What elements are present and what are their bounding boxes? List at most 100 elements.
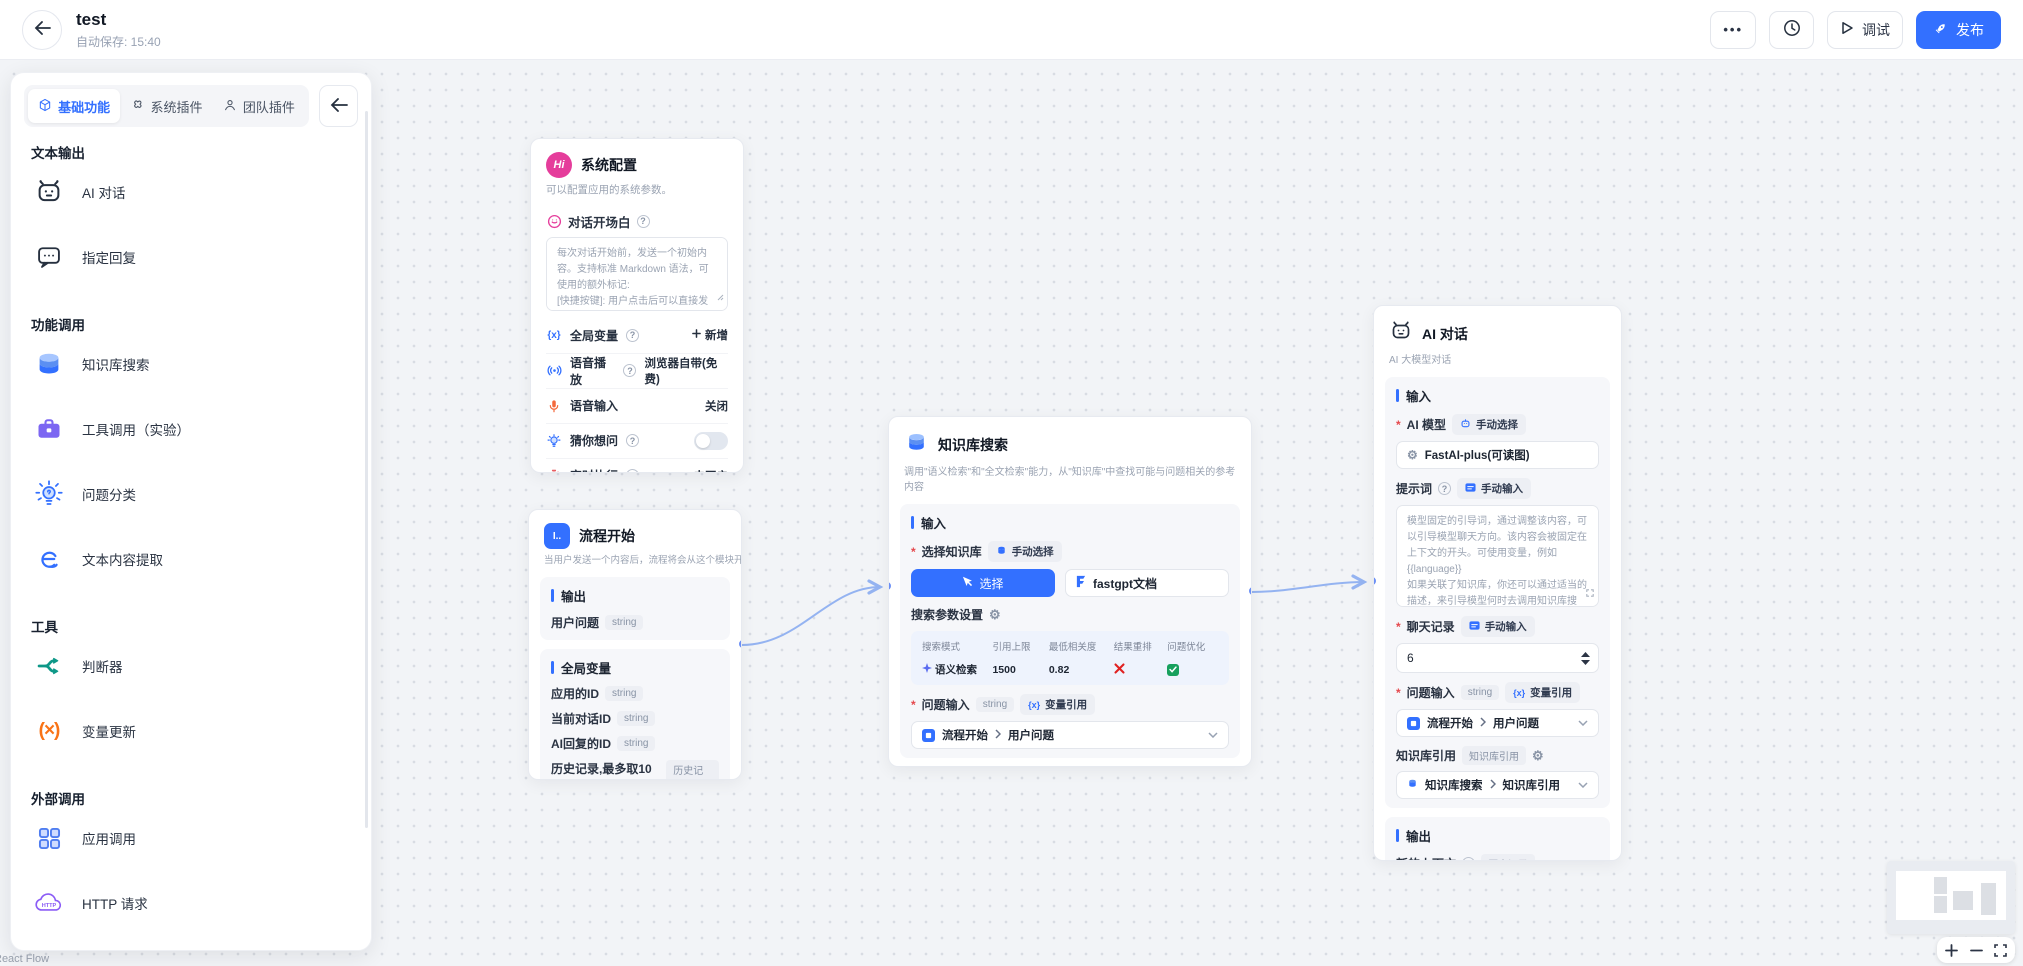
- variable-icon: {x}: [547, 329, 561, 341]
- help-icon[interactable]: [1462, 857, 1476, 860]
- node-description: 当用户发送一个内容后，流程将会从这个模块开始执行。: [544, 555, 742, 566]
- source-field-name: 知识库引用: [1502, 780, 1561, 792]
- prompt-textarea[interactable]: [1396, 505, 1599, 607]
- target-handle[interactable]: [889, 582, 891, 590]
- node-ai-chat[interactable]: AI 对话 AI 大模型对话 输入 * AI 模型 手动选择 ⚙ FastAI-…: [1373, 305, 1622, 861]
- resize-handle-icon[interactable]: [717, 288, 724, 306]
- global-variable-row[interactable]: {x} 全局变量 新增: [546, 318, 728, 353]
- node-flow-start[interactable]: I.. 流程开始 当用户发送一个内容后，流程将会从这个模块开始执行。 输出 用户…: [528, 509, 742, 780]
- question-source-select[interactable]: 流程开始 用户问题: [1396, 709, 1599, 737]
- settings-gear-icon[interactable]: ⚙: [989, 607, 1001, 622]
- palette-item-variable-update[interactable]: (×) 变量更新: [29, 707, 353, 755]
- flow-start-mini-icon: [1407, 716, 1420, 730]
- prompt-label: 提示词: [1396, 482, 1433, 496]
- zoom-out-button[interactable]: [1966, 940, 1986, 960]
- history-count-input[interactable]: [1407, 651, 1577, 665]
- publish-button[interactable]: 发布: [1916, 10, 2001, 49]
- back-button[interactable]: [22, 9, 62, 50]
- row-label: 猜你想问: [570, 434, 619, 449]
- speaker-icon: [546, 363, 562, 378]
- edge-start-to-search[interactable]: [741, 579, 884, 646]
- var-label: 应用的ID: [551, 687, 600, 702]
- tts-row[interactable]: 语音播放 浏览器自带(免费): [546, 352, 728, 388]
- target-handle[interactable]: [1374, 577, 1376, 585]
- more-button[interactable]: •••: [1710, 10, 1756, 49]
- minimap-node: [1934, 896, 1947, 913]
- palette-item-condition[interactable]: 判断器: [29, 642, 353, 690]
- ai-chat-robot-icon: [33, 176, 65, 208]
- palette-item-assigned-reply[interactable]: 指定回复: [29, 233, 353, 281]
- sidebar-scrollbar[interactable]: [365, 111, 368, 828]
- variable-icon: {x}: [1513, 687, 1526, 698]
- palette-item-question-classify[interactable]: 问题分类: [29, 470, 353, 518]
- add-variable-button[interactable]: 新增: [705, 330, 728, 343]
- tts-value[interactable]: 浏览器自带(免费): [644, 357, 718, 386]
- palette-item-http-request[interactable]: HTTP HTTP 请求: [29, 879, 353, 927]
- model-icon: ⚙: [1407, 448, 1418, 462]
- help-icon[interactable]: [626, 434, 640, 448]
- dataset-select-button[interactable]: 选择: [911, 569, 1055, 597]
- welcome-message-textarea[interactable]: [546, 236, 728, 311]
- palette-item-app-invoke[interactable]: 应用调用: [29, 814, 353, 862]
- tab-system-plugins[interactable]: 系统插件: [120, 89, 212, 123]
- required-marker: *: [1396, 619, 1401, 634]
- group-title-tools: 工具: [31, 620, 58, 635]
- fit-view-button[interactable]: [1991, 940, 2011, 960]
- tab-team-plugins[interactable]: 团队插件: [213, 89, 305, 123]
- back-arrow-icon: [34, 21, 51, 38]
- quote-source-select[interactable]: 知识库搜索 知识库引用: [1396, 771, 1599, 799]
- question-source-select[interactable]: 流程开始 用户问题: [911, 721, 1229, 749]
- settings-gear-icon[interactable]: ⚙: [1532, 748, 1544, 763]
- section-bar: [551, 589, 554, 603]
- palette-item-ai-chat[interactable]: AI 对话: [29, 168, 353, 216]
- top-toolbar: test 自动保存: 15:40 ••• 调试 发布: [0, 0, 2023, 60]
- add-icon: [692, 329, 701, 341]
- output-label: 新的上下文: [1396, 855, 1456, 860]
- palette-item-tool-call[interactable]: 工具调用（实验）: [29, 405, 353, 453]
- selected-dataset-chip[interactable]: fastgpt文档: [1065, 569, 1229, 597]
- collapse-sidebar-button[interactable]: [319, 85, 358, 127]
- scheduled-run-value[interactable]: 未开启: [694, 468, 729, 472]
- help-icon[interactable]: [626, 328, 640, 342]
- help-icon[interactable]: [623, 364, 637, 378]
- type-badge: 历史记录: [1481, 854, 1536, 860]
- model-select[interactable]: ⚙ FastAI-plus(可读图): [1396, 441, 1599, 469]
- source-handle[interactable]: [739, 640, 741, 648]
- edge-search-to-chat[interactable]: [1251, 574, 1368, 593]
- palette-item-content-extract[interactable]: 文本内容提取: [29, 535, 353, 583]
- app-invoke-icon: [33, 822, 65, 854]
- help-icon[interactable]: [1438, 482, 1452, 495]
- tab-basic-modules[interactable]: 基础功能: [28, 89, 121, 123]
- source-node-name: 流程开始: [1427, 718, 1473, 730]
- condition-branch-icon: [33, 650, 65, 682]
- variable-reference-badge: {x} 变量引用: [1505, 682, 1581, 703]
- dataset-mini-icon: [1407, 778, 1418, 792]
- required-marker: *: [911, 697, 916, 712]
- suggested-question-row[interactable]: 猜你想问: [546, 422, 728, 458]
- help-icon[interactable]: [636, 214, 650, 228]
- debug-button[interactable]: 调试: [1827, 10, 1903, 49]
- rocket-icon: [1933, 21, 1948, 39]
- number-stepper[interactable]: [1577, 651, 1594, 665]
- speech-input-value[interactable]: 关闭: [705, 400, 728, 413]
- source-handle[interactable]: [1249, 587, 1251, 595]
- help-icon[interactable]: [626, 469, 640, 472]
- node-dataset-search[interactable]: 知识库搜索 调用"语义检索"和"全文检索"能力，从"知识库"中查找可能与问题相关…: [888, 416, 1252, 767]
- palette-item-dataset-search[interactable]: 知识库搜索: [29, 340, 353, 388]
- palette-item-laf-function[interactable]: Laf 函数调用（测试）: [29, 944, 353, 950]
- node-system-config[interactable]: Hi 系统配置 可以配置应用的系统参数。 对话开场白 {x} 全局变量: [530, 138, 744, 473]
- search-params-table: 搜索模式 引用上限 最低相关度 结果重排 问题优化 语义检索 1500 0.82: [911, 631, 1229, 685]
- minimap[interactable]: [1887, 861, 2015, 934]
- source-node-name: 知识库搜索: [1425, 780, 1483, 792]
- scheduled-run-row[interactable]: 定时执行 未开启: [546, 457, 729, 472]
- param-header: 问题优化: [1167, 642, 1206, 653]
- quote-input-label: 知识库引用: [1396, 749, 1457, 763]
- history-button[interactable]: [1769, 10, 1814, 49]
- row-label: 语音输入: [570, 399, 619, 414]
- minimap-node: [1934, 877, 1947, 894]
- section-bar: [551, 661, 554, 675]
- suggested-question-toggle[interactable]: [694, 431, 728, 450]
- zoom-in-button[interactable]: [1942, 940, 1962, 960]
- speech-input-row[interactable]: 语音输入 关闭: [546, 387, 728, 423]
- expand-icon[interactable]: [1586, 584, 1594, 602]
